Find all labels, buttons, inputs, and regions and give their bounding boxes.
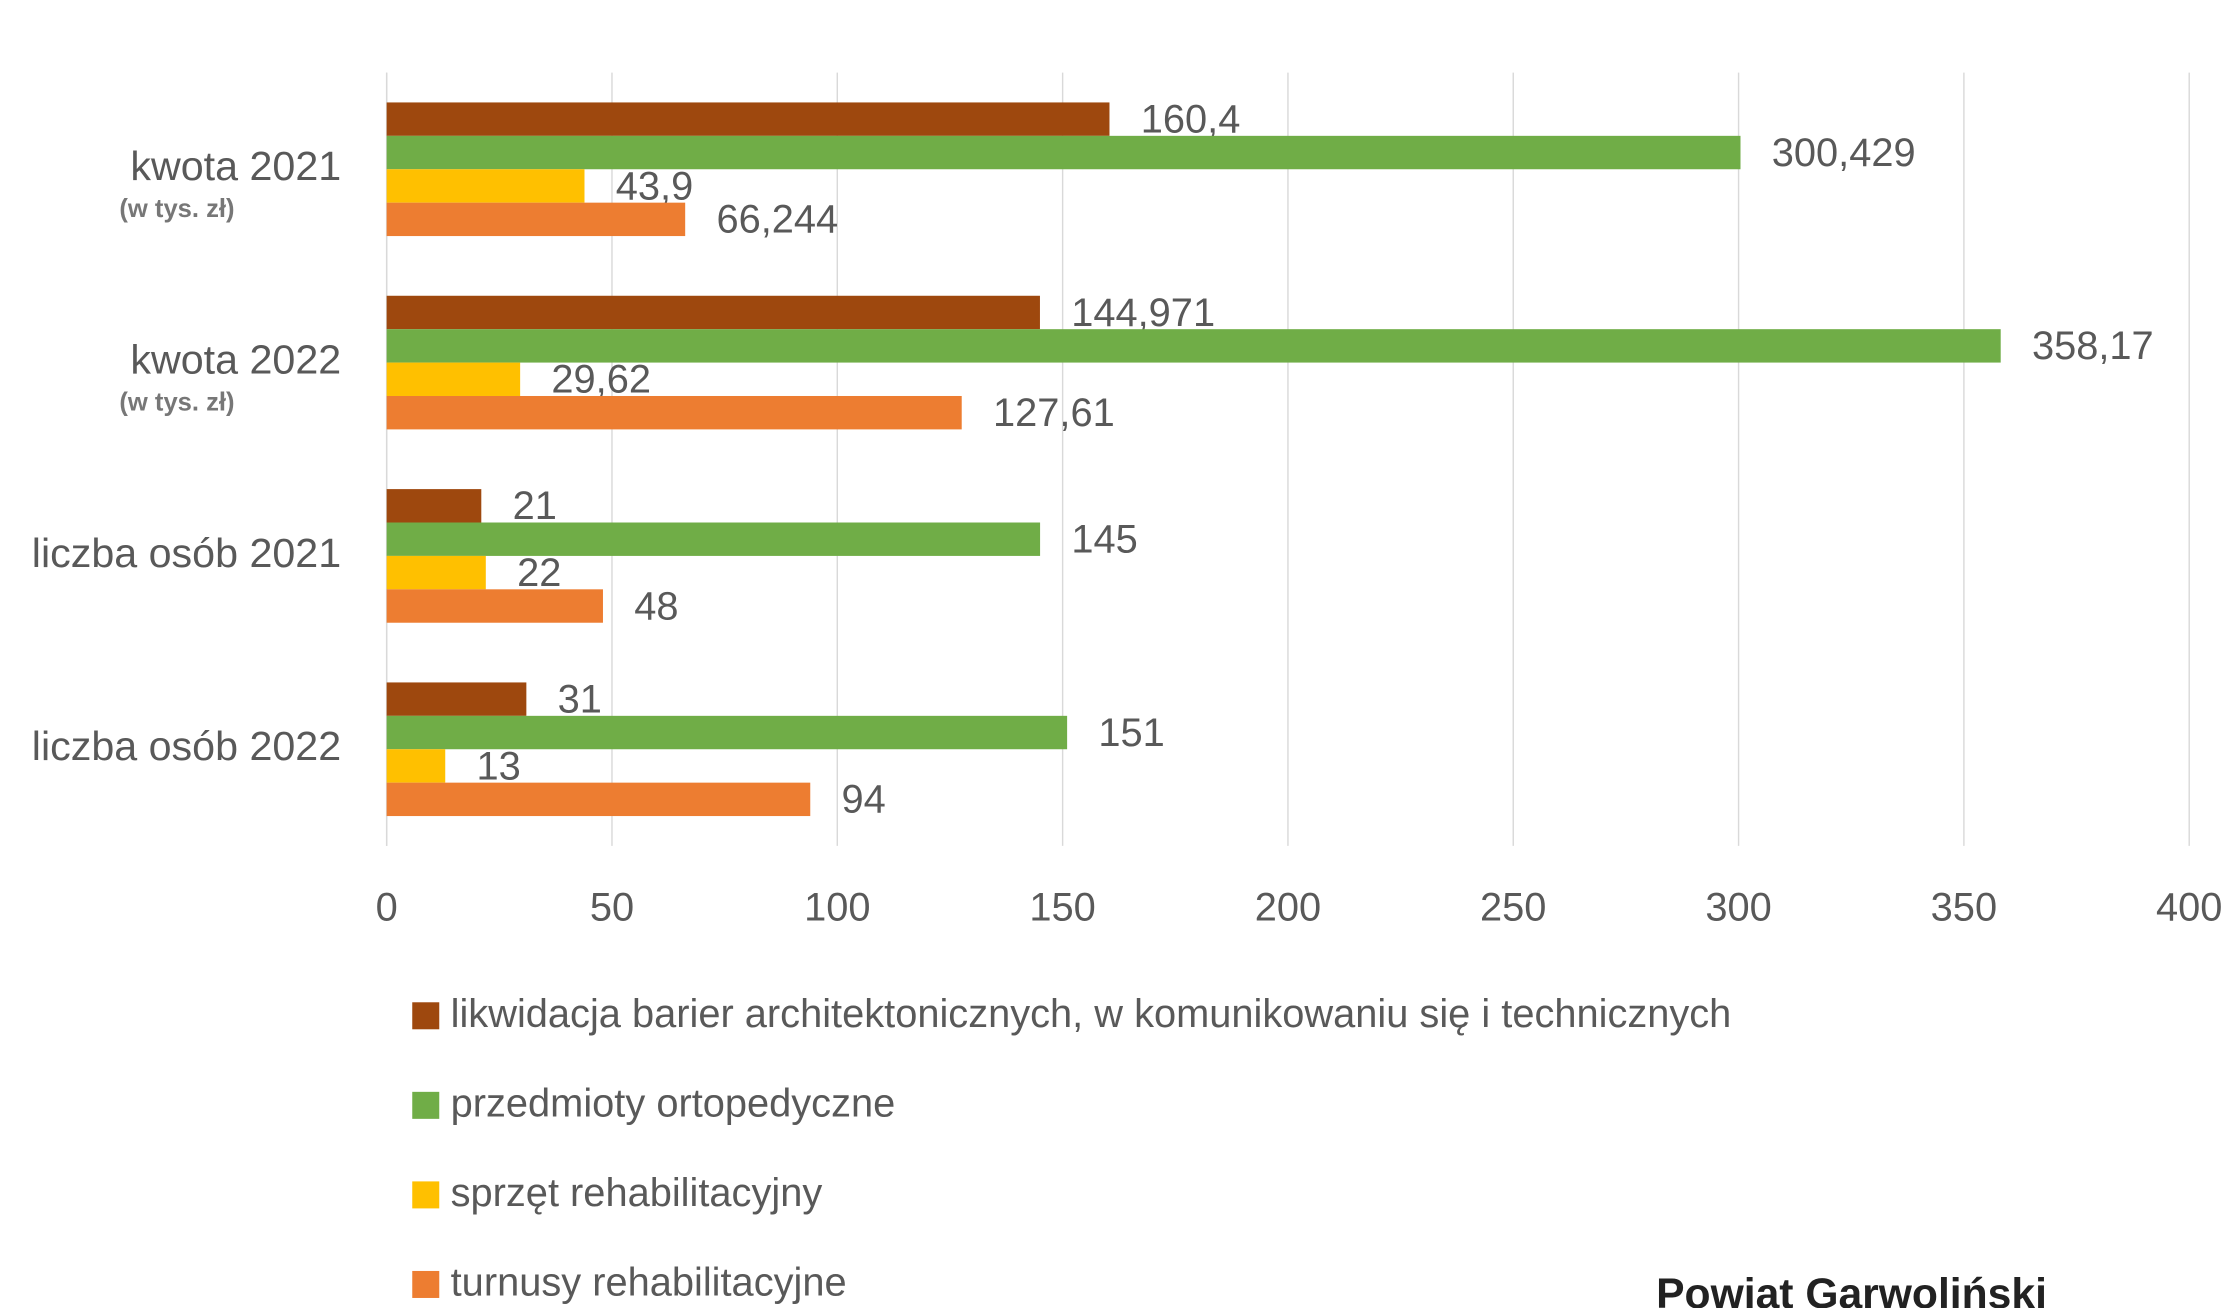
data-label: 151 [1098, 711, 1164, 755]
data-label: 48 [634, 584, 678, 628]
legend-swatch [412, 1270, 440, 1298]
legend-label: turnusy rehabilitacyjne [451, 1261, 847, 1305]
data-label: 66,244 [716, 198, 838, 242]
legend-label: likwidacja barier architektonicznych, w … [451, 992, 1732, 1036]
legend-swatch [412, 1181, 440, 1209]
bar [386, 102, 1110, 136]
data-label: 43,9 [616, 164, 693, 208]
x-tick-label: 150 [1029, 885, 1095, 929]
data-label: 13 [477, 744, 521, 788]
data-label: 144,971 [1071, 291, 1215, 335]
legend-label: przedmioty ortopedyczne [451, 1082, 896, 1126]
bar [386, 202, 686, 237]
bar [386, 295, 1040, 330]
y-tick-label: liczba osób 2022 [32, 723, 341, 769]
bar [386, 362, 521, 396]
data-label: 31 [558, 677, 602, 721]
legend-swatch [412, 1002, 440, 1030]
data-label: 29,62 [551, 358, 651, 402]
bar [386, 682, 527, 716]
bar [386, 522, 1041, 556]
x-tick-label: 400 [2156, 885, 2222, 929]
x-tick-label: 350 [1931, 885, 1997, 929]
bar [386, 555, 486, 590]
data-label: 22 [517, 551, 561, 595]
data-label: 358,17 [2032, 324, 2154, 368]
footer-text: Powiat Garwoliński [1656, 1270, 2047, 1308]
data-label: 160,4 [1141, 97, 1241, 141]
data-label: 300,429 [1772, 131, 1916, 175]
bar [386, 489, 482, 523]
x-tick-label: 200 [1255, 885, 1321, 929]
bar [386, 395, 962, 430]
bar [386, 329, 2001, 363]
legend-label: sprzęt rehabilitacyjny [451, 1171, 823, 1215]
bar [386, 169, 585, 203]
x-tick-label: 0 [376, 885, 398, 929]
x-tick-label: 100 [804, 885, 870, 929]
y-tick-label: kwota 2021 [130, 143, 341, 189]
y-tick-label: kwota 2022 [130, 336, 341, 382]
data-label: 94 [842, 778, 886, 822]
category-note: (w tys. zł) [119, 389, 234, 417]
x-tick-label: 250 [1480, 885, 1546, 929]
bar [386, 589, 603, 623]
x-tick-label: 50 [590, 885, 634, 929]
bar [386, 135, 1741, 170]
bar [386, 749, 446, 783]
category-note: (w tys. zł) [119, 195, 234, 223]
legend-swatch [412, 1091, 440, 1119]
x-tick-label: 300 [1705, 885, 1771, 929]
bar [386, 782, 811, 817]
data-label: 21 [513, 484, 557, 528]
data-label: 145 [1071, 518, 1137, 562]
y-tick-label: liczba osób 2021 [32, 530, 341, 576]
data-label: 127,61 [993, 391, 1115, 435]
bar [386, 715, 1068, 750]
